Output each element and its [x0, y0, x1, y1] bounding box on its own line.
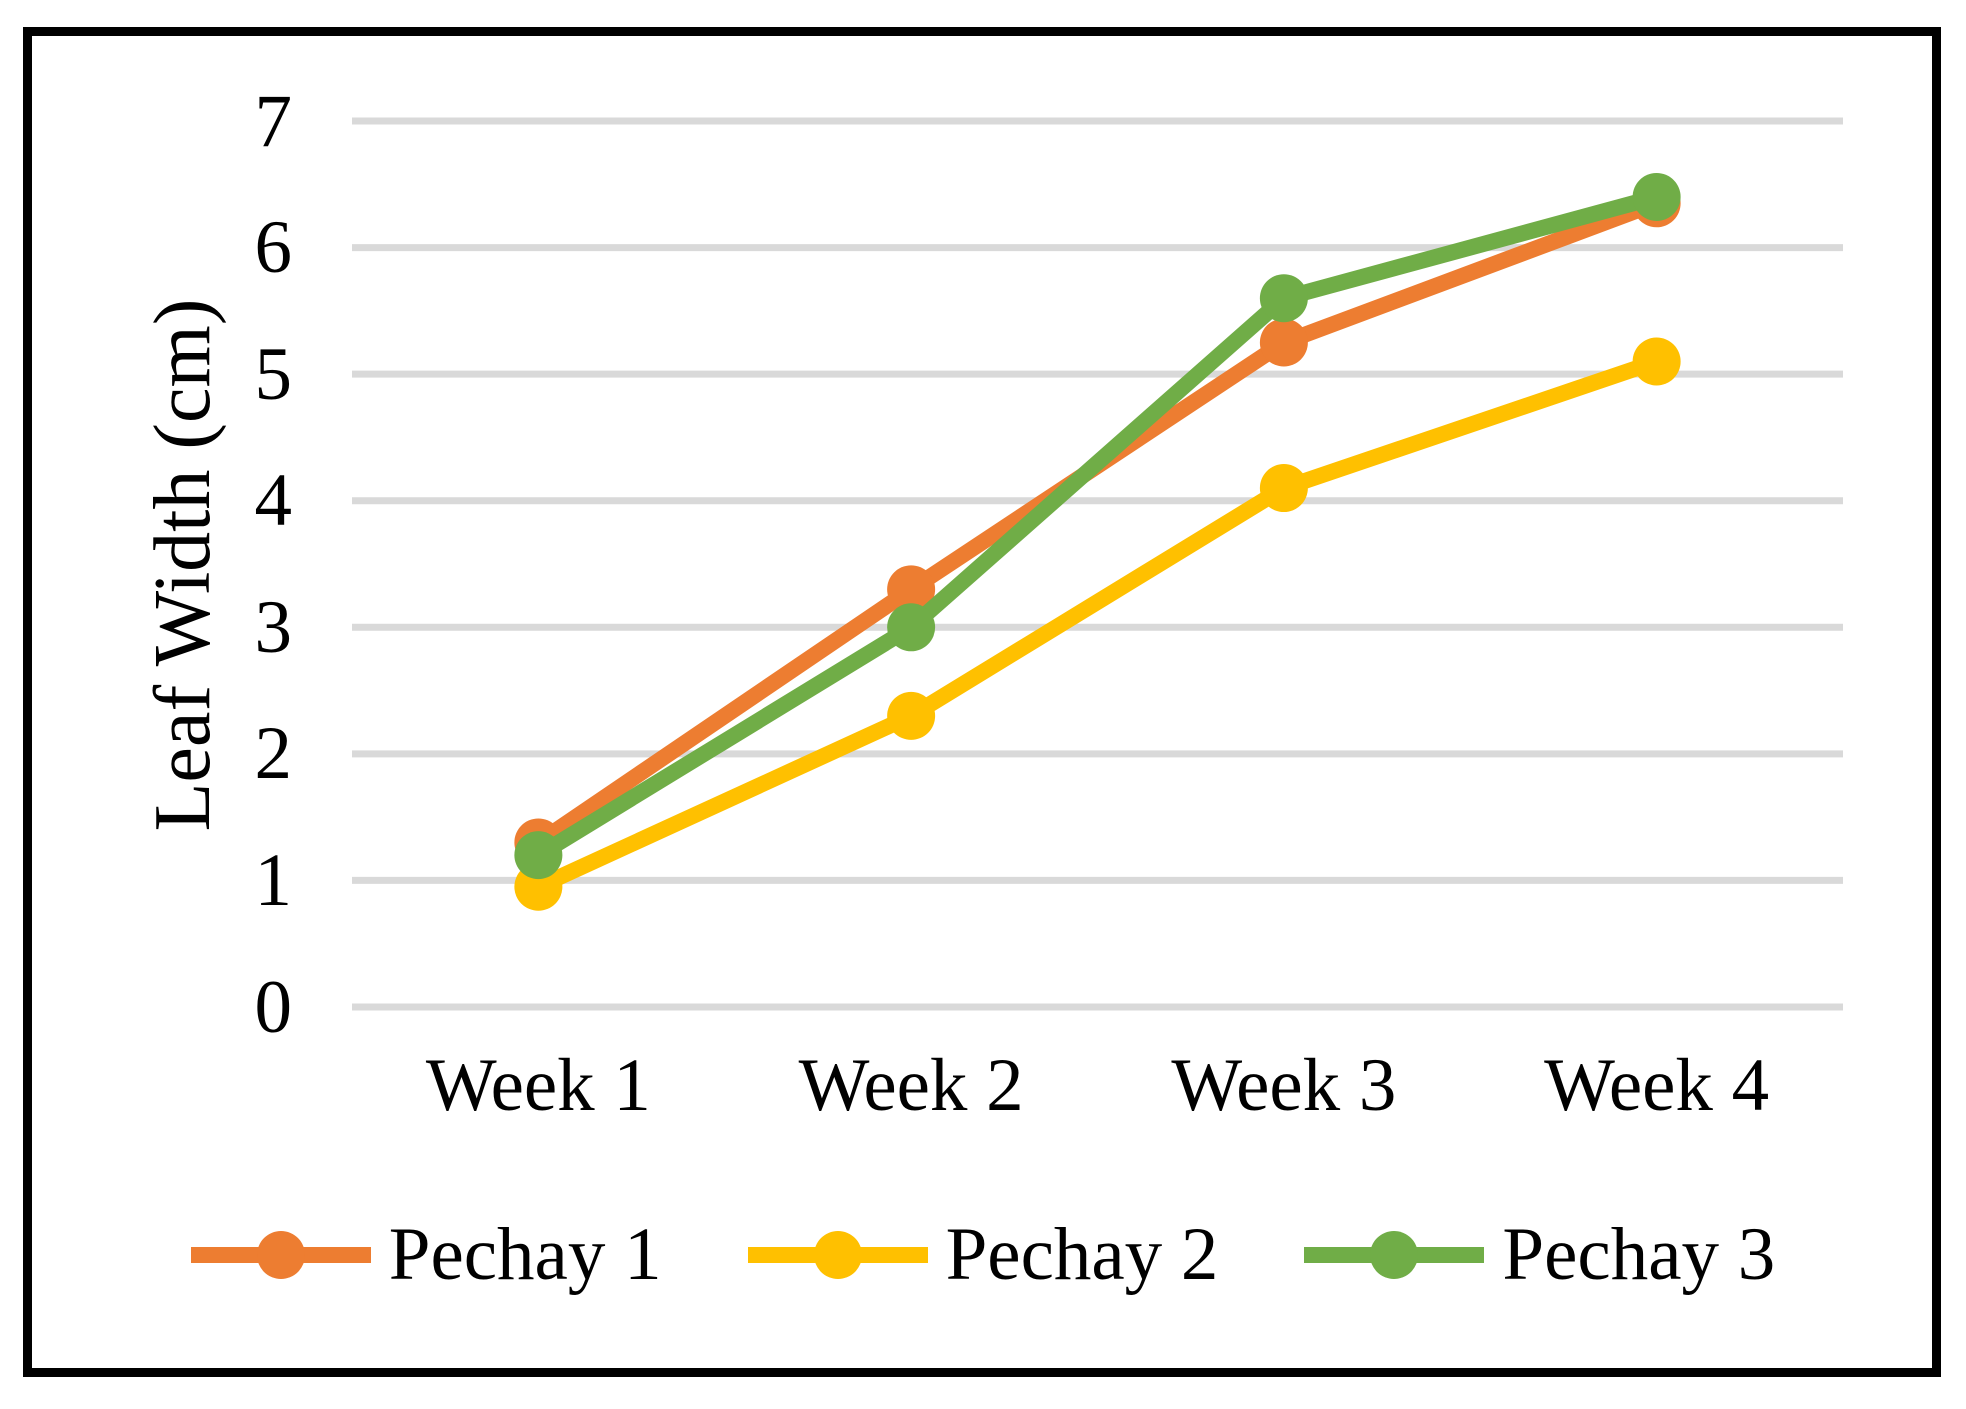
data-point-pechay-3	[1259, 274, 1308, 323]
x-tick-label: Week 3	[1171, 1044, 1397, 1127]
x-tick-label: Week 2	[798, 1044, 1024, 1127]
legend-item-pechay-3: Pechay 3	[1304, 1214, 1775, 1296]
series-line-pechay-3	[530, 188, 1665, 864]
y-tick-label: 6	[254, 206, 293, 290]
legend-line-marker-swatch	[747, 1231, 928, 1279]
data-point-pechay-3	[1632, 172, 1681, 221]
legend-label: Pechay 3	[1502, 1213, 1776, 1296]
data-point-pechay-3	[514, 831, 563, 880]
data-point-pechay-2	[1259, 464, 1308, 513]
data-point-pechay-2	[1632, 337, 1681, 386]
legend-item-pechay-1: Pechay 1	[190, 1213, 662, 1296]
y-tick-label: 1	[254, 838, 293, 922]
legend-line-marker-swatch	[190, 1231, 371, 1279]
data-point-pechay-1	[887, 565, 936, 614]
data-point-pechay-3	[887, 603, 936, 652]
y-tick-label: 4	[254, 459, 293, 543]
y-tick-label: 7	[254, 79, 293, 163]
series-line-pechay-2	[530, 353, 1665, 895]
legend-item-pechay-2: Pechay 2	[747, 1213, 1219, 1296]
y-tick-label: 0	[254, 965, 293, 1049]
y-tick-label: 2	[254, 712, 293, 796]
x-tick-label: Week 1	[425, 1044, 651, 1127]
data-point-pechay-1	[1259, 318, 1308, 367]
data-point-pechay-2	[887, 691, 936, 740]
legend-label: Pechay 2	[945, 1213, 1219, 1296]
legend-label: Pechay 1	[388, 1213, 662, 1296]
chart-outer-border	[23, 27, 1941, 1377]
legend: Pechay 1 Pechay 2 Pechay 3	[0, 1214, 1966, 1296]
y-tick-label: 5	[254, 332, 293, 416]
legend-line-marker-swatch	[1304, 1231, 1485, 1279]
x-tick-label: Week 4	[1544, 1044, 1770, 1127]
y-tick-label: 3	[254, 585, 293, 669]
